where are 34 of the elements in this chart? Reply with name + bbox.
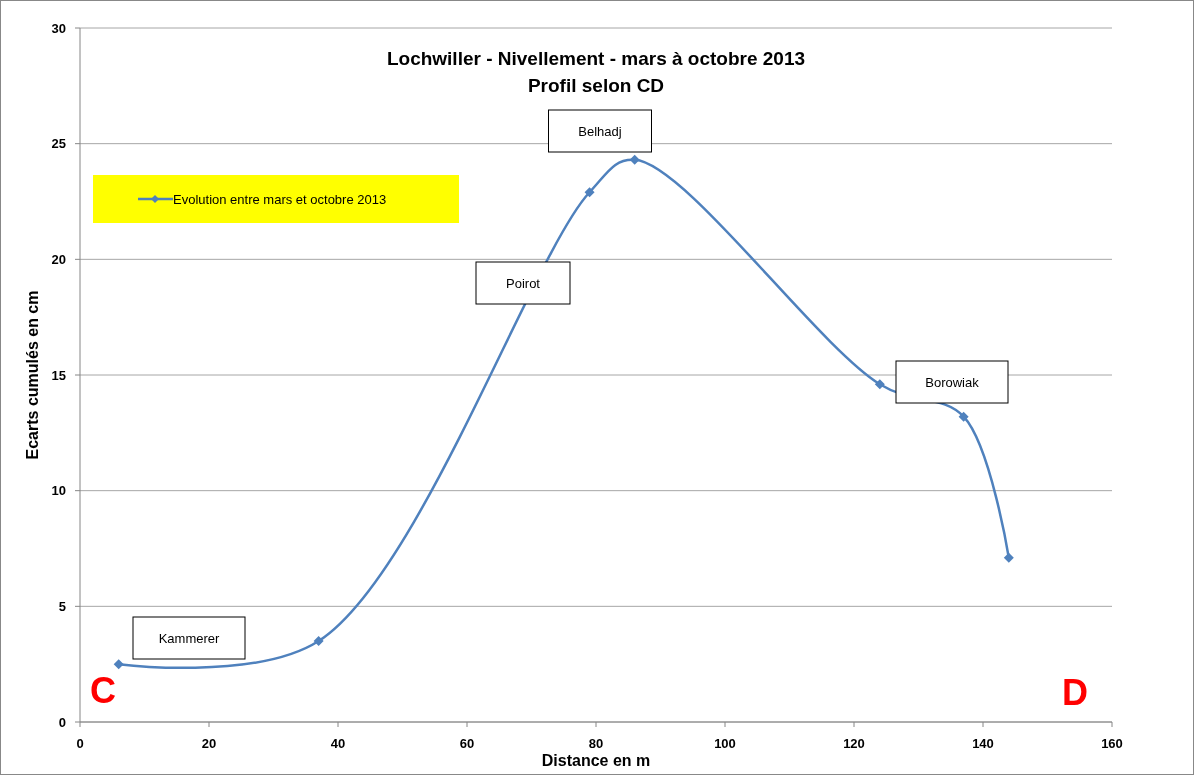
- x-axis-title: Distance en m: [541, 752, 651, 769]
- x-tick-label: 120: [843, 736, 865, 751]
- point: [113, 659, 124, 670]
- x-tick-label: 0: [76, 736, 84, 751]
- text: Lochwiller - Nivellement - mars à octobre 2013: [386, 48, 806, 69]
- y-tick-label: 0: [58, 714, 66, 730]
- point: [958, 411, 969, 422]
- x-tick-label: 140: [972, 736, 994, 751]
- x-tick-label: 20: [201, 736, 217, 751]
- point: [313, 636, 324, 647]
- y-tick-label: 10: [51, 483, 66, 499]
- x-tick-label: 160: [1101, 736, 1123, 751]
- y-tick-label: 25: [51, 136, 66, 152]
- y-tick-label: 20: [51, 251, 66, 267]
- point: [1003, 552, 1014, 563]
- x-tick-label: 60: [459, 736, 475, 751]
- y-tick-label: 5: [58, 598, 66, 614]
- point: [629, 154, 640, 165]
- x-tick-label: 80: [588, 736, 604, 751]
- x-tick-label: 100: [714, 736, 736, 751]
- legend-label: Evolution entre mars et octobre 2013: [173, 191, 387, 207]
- point: [874, 379, 885, 390]
- annotation: Borowiak: [925, 374, 980, 390]
- y-axis-title: Ecarts cumulés en cm: [24, 290, 41, 460]
- point: [584, 187, 595, 198]
- y-tick-label: 15: [51, 367, 66, 383]
- annotation: Poirot: [506, 275, 541, 291]
- x-tick-label: 40: [330, 736, 346, 751]
- annotation: C: [90, 669, 116, 711]
- annotation: D: [1062, 671, 1088, 713]
- annotation: Kammerer: [158, 630, 220, 646]
- text: Profil selon CD: [527, 75, 665, 96]
- y-tick-label: 30: [51, 20, 66, 36]
- annotation: Belhadj: [578, 123, 622, 139]
